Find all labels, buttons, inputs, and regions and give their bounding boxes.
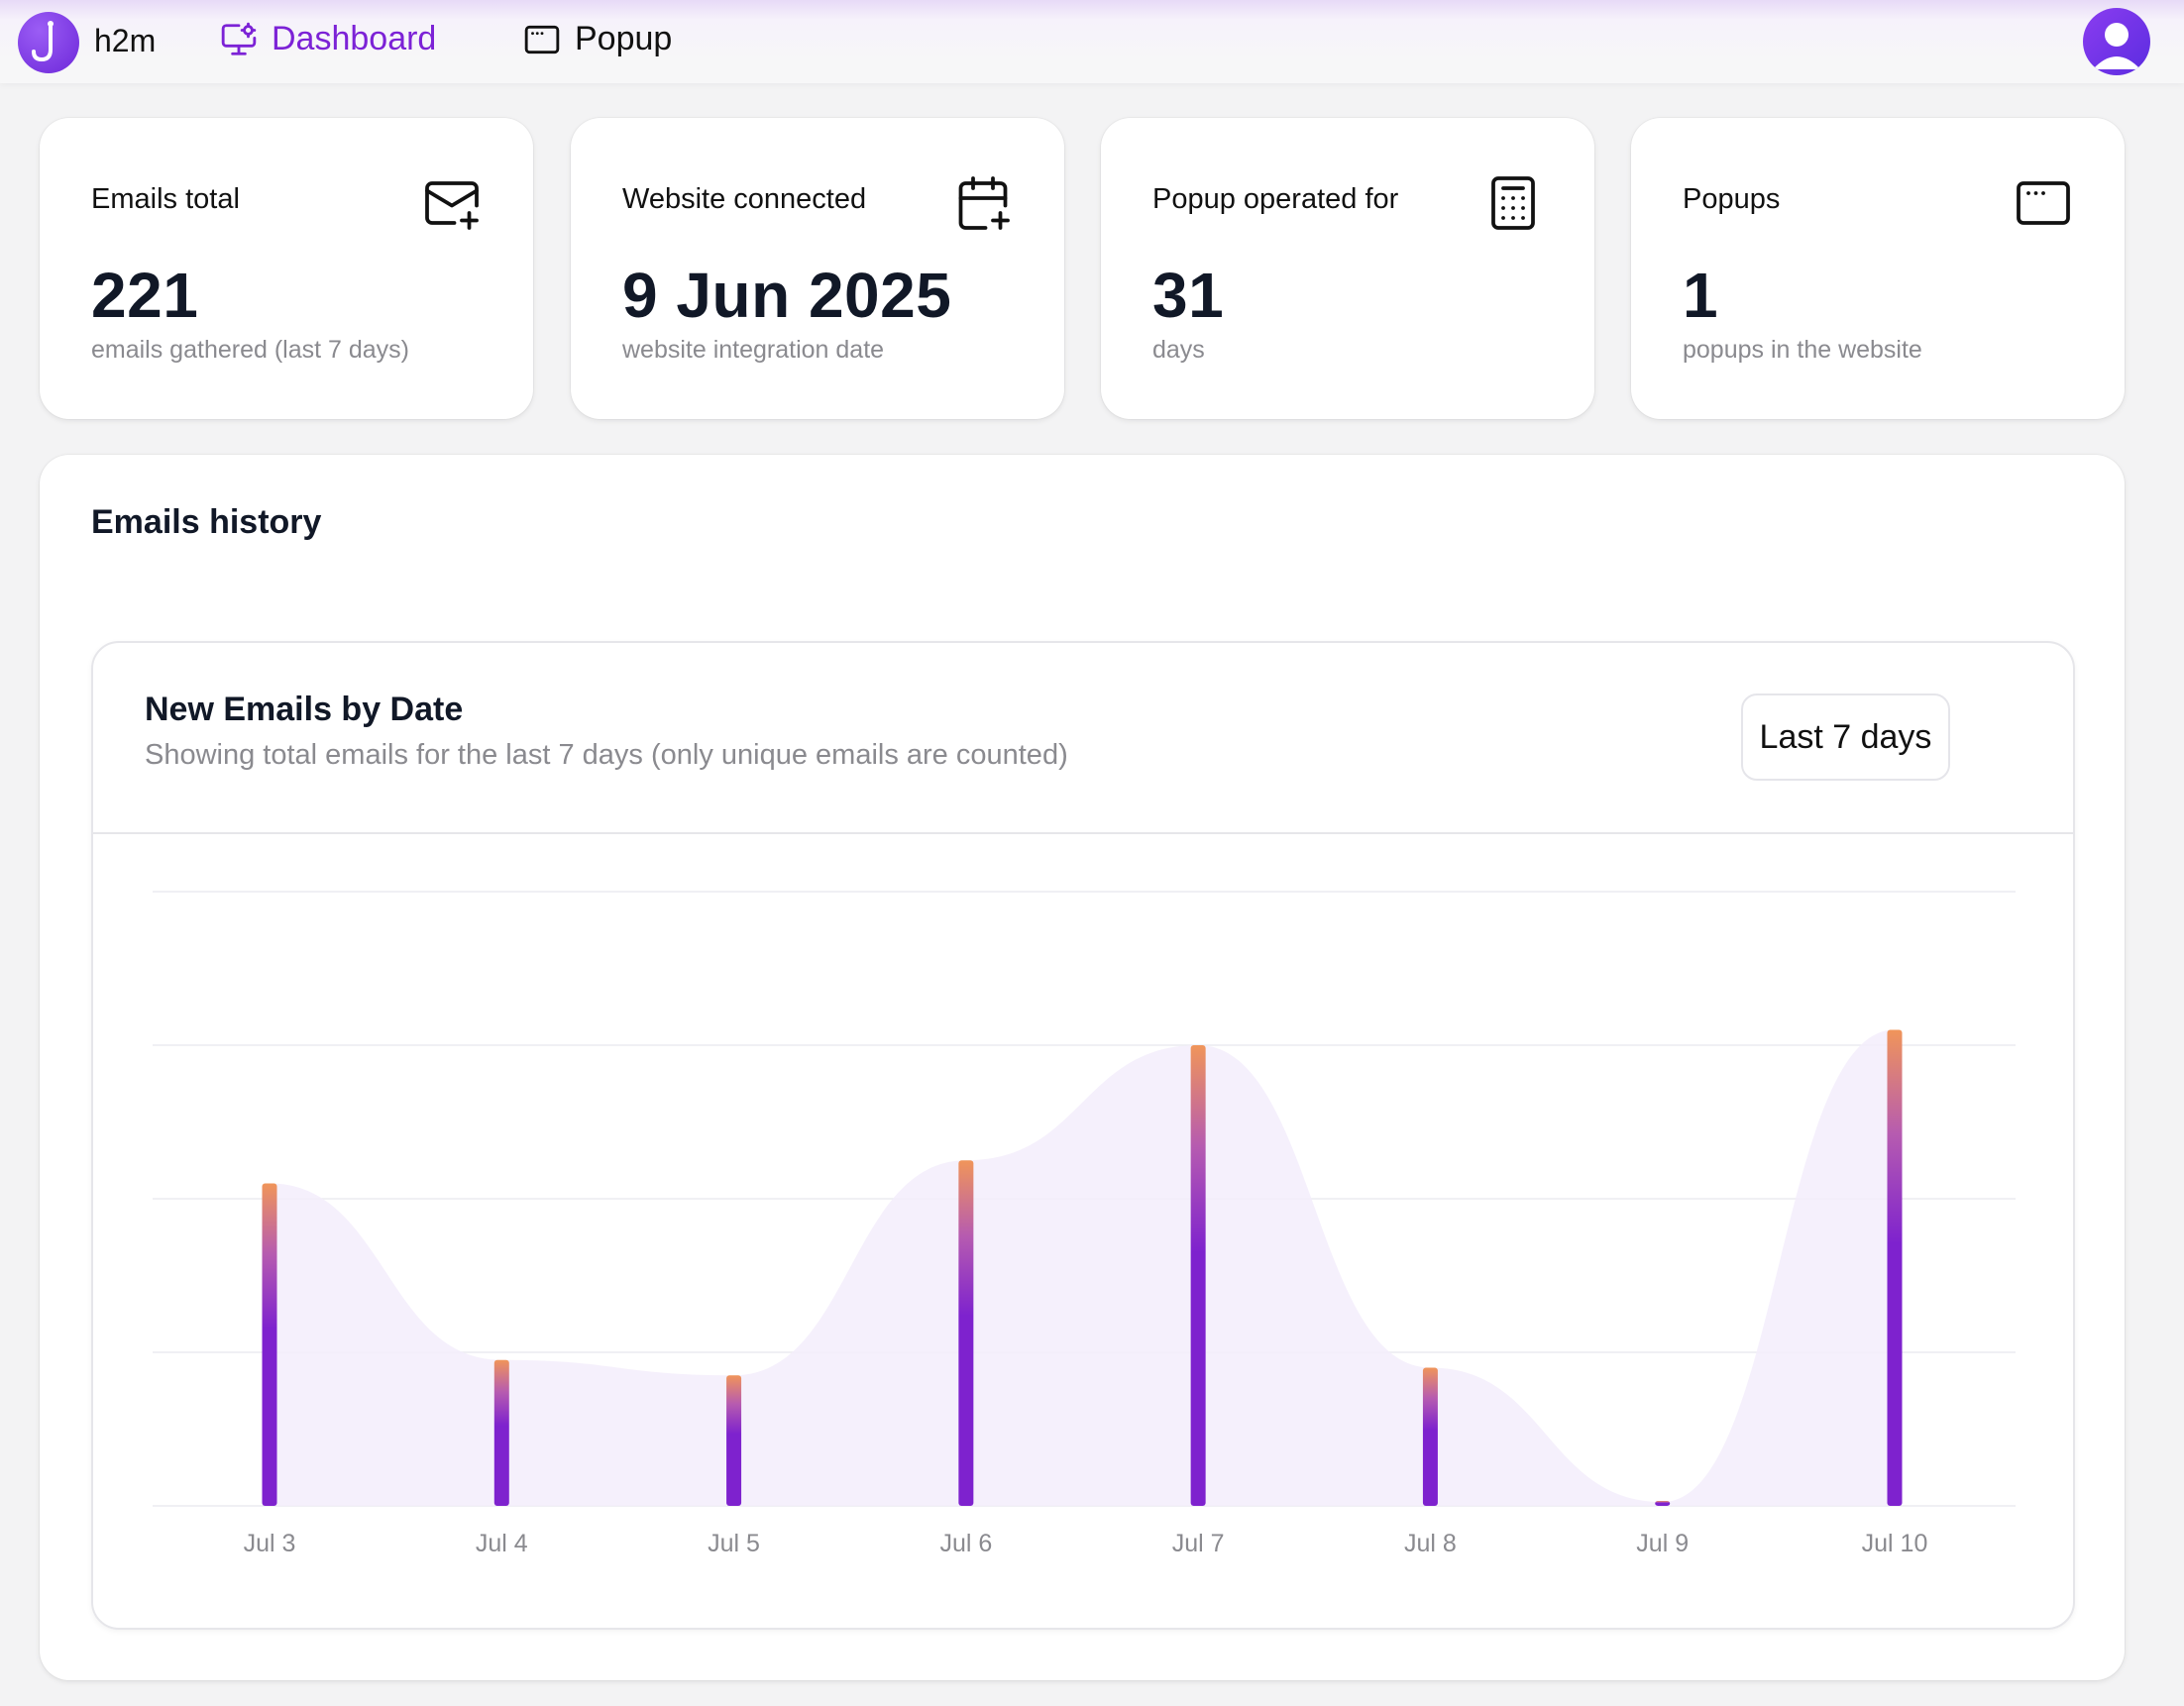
chart-bar[interactable]	[262, 1183, 277, 1507]
emails-bar-chart: Jul 3 Jul 4 Jul 5 Jul 6 Jul 7 Jul 8 Jul 9 Jul 1…	[153, 891, 2016, 1557]
history-title: Emails history	[91, 503, 322, 541]
date-range-button[interactable]: Last 7 days	[1741, 693, 1950, 781]
chart-bar[interactable]	[1190, 1045, 1206, 1506]
card-emails-total: Emails total 221 emails gathered (last 7…	[40, 118, 533, 419]
chart-bar[interactable]	[493, 1359, 509, 1506]
x-tick-label: Jul 3	[244, 1530, 296, 1557]
card-subtitle: emails gathered (last 7 days)	[91, 336, 409, 364]
emails-history-panel: Emails history New Emails by Date Showin…	[40, 455, 2125, 1680]
card-popups: Popups 1 popups in the website	[1631, 118, 2125, 419]
card-value: 221	[91, 260, 199, 331]
x-tick-label: Jul 5	[708, 1530, 760, 1557]
brand-name: h2m	[94, 23, 157, 58]
window-icon	[2014, 173, 2073, 233]
calendar-plus-icon	[953, 173, 1013, 233]
card-label: Website connected	[622, 183, 867, 215]
x-tick-label: Jul 9	[1636, 1530, 1689, 1557]
top-navigation-bar: h2m Dashboard Popup	[0, 0, 2184, 83]
divider	[93, 832, 2073, 834]
card-popup-operated: Popup operated for 31 days	[1101, 118, 1594, 419]
card-subtitle: popups in the website	[1683, 336, 1922, 364]
logo-icon[interactable]	[18, 12, 79, 73]
chart-bar[interactable]	[726, 1375, 742, 1506]
x-tick-label: Jul 8	[1404, 1530, 1457, 1557]
mail-plus-icon	[422, 173, 482, 233]
chart-bar[interactable]	[958, 1160, 974, 1506]
chart-card: New Emails by Date Showing total emails …	[91, 641, 2075, 1630]
card-value: 31	[1152, 260, 1225, 331]
nav-dashboard-label: Dashboard	[272, 20, 437, 57]
chart-subtitle: Showing total emails for the last 7 days…	[145, 739, 1068, 771]
calculator-icon	[1483, 173, 1543, 233]
x-tick-label: Jul 6	[939, 1530, 992, 1557]
chart-title: New Emails by Date	[145, 691, 464, 728]
chart-bar[interactable]	[1422, 1367, 1438, 1507]
chart-bar[interactable]	[1887, 1029, 1903, 1507]
x-tick-label: Jul 10	[1862, 1530, 1928, 1557]
card-label: Popup operated for	[1152, 183, 1399, 215]
card-value: 1	[1683, 260, 1719, 331]
card-website-connected: Website connected 9 Jun 2025 website int…	[571, 118, 1064, 419]
card-subtitle: days	[1152, 336, 1205, 364]
window-icon	[524, 25, 560, 53]
user-avatar[interactable]	[2083, 8, 2150, 75]
card-subtitle: website integration date	[622, 336, 885, 364]
nav-dashboard[interactable]: Dashboard	[220, 20, 436, 58]
user-icon	[2093, 23, 2140, 69]
nav-popup[interactable]: Popup	[523, 20, 672, 58]
card-value: 9 Jun 2025	[622, 260, 952, 331]
card-label: Emails total	[91, 183, 240, 215]
trend-area	[270, 1029, 1895, 1506]
chart-bar[interactable]	[1655, 1501, 1671, 1506]
x-tick-label: Jul 7	[1172, 1530, 1225, 1557]
monitor-cog-icon	[221, 22, 257, 55]
nav-popup-label: Popup	[575, 20, 673, 57]
x-tick-label: Jul 4	[476, 1530, 528, 1557]
card-label: Popups	[1683, 183, 1781, 215]
